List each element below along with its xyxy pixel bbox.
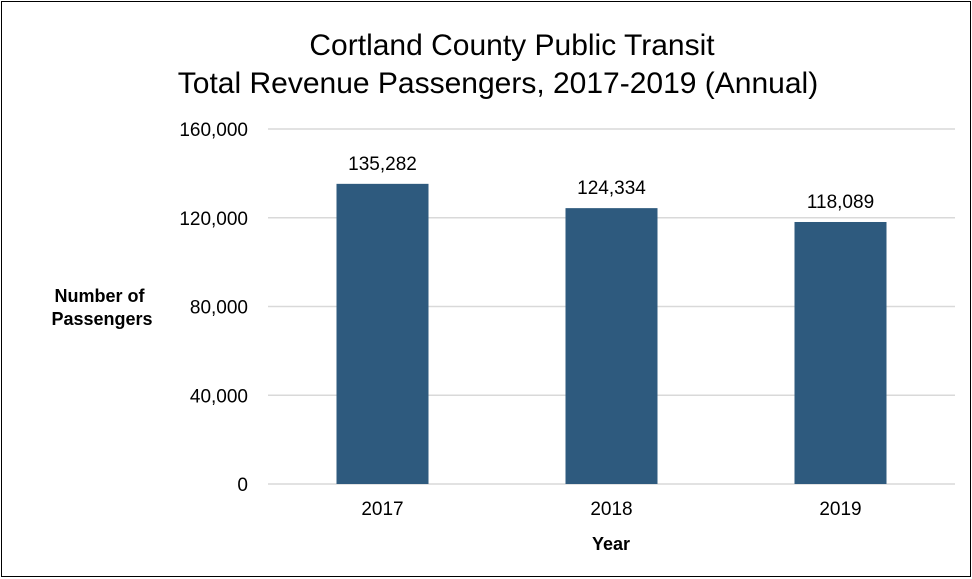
bar-2018 — [565, 208, 658, 484]
y-axis-title: Number of Passengers — [51, 286, 152, 329]
chart-subtitle: Total Revenue Passengers, 2017-2019 (Ann… — [178, 67, 818, 100]
bars — [336, 183, 887, 484]
x-tick-label: 2018 — [590, 499, 632, 520]
bar-2019 — [794, 221, 887, 484]
data-label-2018: 124,334 — [577, 178, 646, 199]
y-tick-label: 0 — [237, 475, 248, 496]
data-label-2019: 118,089 — [807, 192, 874, 213]
bar-2017 — [336, 183, 429, 484]
chart-title: Cortland County Public Transit — [309, 29, 715, 62]
y-tick-label: 40,000 — [190, 386, 248, 407]
y-axis-ticks: 0 40,000 80,000 120,000 160,000 — [179, 120, 248, 496]
x-axis-title: Year — [592, 534, 630, 554]
x-tick-label: 2019 — [819, 499, 861, 520]
y-tick-label: 160,000 — [179, 120, 248, 141]
y-tick-label: 80,000 — [190, 298, 248, 319]
data-labels: 135,282 124,334 118,089 — [348, 154, 874, 213]
x-tick-label: 2017 — [361, 499, 403, 520]
data-label-2017: 135,282 — [348, 154, 417, 175]
y-tick-label: 120,000 — [179, 209, 248, 230]
x-axis-ticks: 2017 2018 2019 — [361, 499, 861, 520]
